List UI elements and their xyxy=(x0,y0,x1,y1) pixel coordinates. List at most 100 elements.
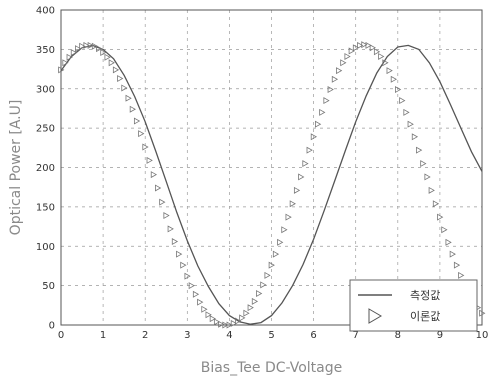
theory-point-marker xyxy=(327,86,334,94)
theory-point-marker xyxy=(315,120,322,128)
theory-point-marker xyxy=(146,156,153,164)
theory-point-marker xyxy=(437,213,444,221)
theory-point-marker xyxy=(298,173,305,181)
theory-point-marker xyxy=(449,250,456,258)
theory-point-marker xyxy=(121,84,128,92)
theory-point-marker xyxy=(129,105,136,113)
theory-point-marker xyxy=(133,117,141,125)
theory-point-marker xyxy=(155,184,162,192)
y-axis-label: Optical Power [A.U] xyxy=(8,100,24,236)
theory-point-marker xyxy=(62,59,69,67)
theory-point-marker xyxy=(112,66,120,74)
theory-point-marker xyxy=(369,44,376,52)
y-tick-label: 0 xyxy=(49,321,55,332)
theory-point-marker xyxy=(399,97,406,105)
theory-point-marker xyxy=(142,143,149,151)
theory-point-marker xyxy=(222,321,229,329)
theory-point-marker xyxy=(230,319,238,327)
plot-frame xyxy=(60,9,483,326)
x-tick-label: 5 xyxy=(268,330,274,341)
theory-point-marker xyxy=(403,108,410,116)
y-tick-label: 200 xyxy=(36,163,55,174)
x-tick-label: 4 xyxy=(226,330,232,341)
theory-point-marker xyxy=(213,318,221,326)
legend-label-measured: 측정값 xyxy=(410,289,440,302)
theory-point-marker xyxy=(159,198,166,206)
y-tick-label: 250 xyxy=(36,124,55,135)
theory-point-marker xyxy=(348,47,355,55)
theory-point-marker xyxy=(218,320,225,328)
theory-point-marker xyxy=(192,290,200,298)
x-tick-label: 0 xyxy=(58,330,64,341)
theory-point-marker xyxy=(340,59,347,67)
theory-point-marker xyxy=(264,271,271,279)
legend-label-theory: 이론값 xyxy=(410,310,440,323)
theory-point-marker xyxy=(331,75,339,83)
theory-point-marker xyxy=(306,146,313,154)
theory-point-marker xyxy=(361,41,368,49)
grid xyxy=(61,10,482,325)
theory-point-marker xyxy=(171,238,179,246)
theory-point-marker xyxy=(352,44,360,52)
theory-point-marker xyxy=(66,53,73,61)
theory-point-marker xyxy=(344,52,351,60)
theory-point-marker xyxy=(416,146,423,154)
theory-point-marker xyxy=(239,314,246,322)
theory-point-marker xyxy=(441,226,448,234)
theory-point-marker xyxy=(184,272,191,280)
y-tick-label: 150 xyxy=(36,202,55,213)
theory-point-marker xyxy=(268,261,275,269)
measured-series-line xyxy=(60,44,483,325)
theory-point-marker xyxy=(424,173,431,181)
theory-point-marker xyxy=(302,160,309,168)
theory-point-marker xyxy=(293,186,301,194)
theory-point-marker xyxy=(167,225,174,233)
theory-point-marker xyxy=(104,53,111,61)
theory-point-marker xyxy=(138,130,145,138)
theory-point-marker xyxy=(197,298,204,306)
theory-point-marker xyxy=(277,238,284,246)
theory-point-marker xyxy=(428,186,435,194)
theory-point-marker xyxy=(247,304,254,312)
theory-point-marker xyxy=(395,86,402,94)
series-group xyxy=(58,41,486,329)
theory-point-marker xyxy=(407,120,414,128)
y-tick-label: 300 xyxy=(36,84,55,95)
theory-point-marker xyxy=(58,66,65,74)
theory-point-marker xyxy=(319,108,326,116)
theory-point-marker xyxy=(479,309,486,317)
theory-point-marker xyxy=(272,250,280,258)
y-tick-label: 50 xyxy=(42,281,55,292)
theory-point-marker xyxy=(382,59,389,67)
theory-point-marker xyxy=(180,261,187,269)
theory-point-marker xyxy=(256,290,263,297)
theory-point-marker xyxy=(420,160,427,168)
theory-point-marker xyxy=(87,41,94,49)
theory-point-marker xyxy=(285,213,292,221)
legend: 측정값 이론값 xyxy=(349,279,478,332)
theory-point-marker xyxy=(357,41,364,49)
legend-box xyxy=(349,279,478,332)
theory-point-marker xyxy=(209,315,216,323)
x-tick-label: 2 xyxy=(142,330,148,341)
theory-point-marker xyxy=(373,48,381,56)
y-tick-label: 100 xyxy=(36,242,55,253)
theory-point-marker xyxy=(108,59,115,67)
theory-point-marker xyxy=(176,250,183,258)
theory-point-marker xyxy=(336,67,343,75)
theory-point-marker xyxy=(251,297,259,305)
theory-point-marker xyxy=(411,133,419,141)
theory-point-marker xyxy=(365,41,372,49)
theory-point-marker xyxy=(70,49,78,57)
x-tick-label: 10 xyxy=(476,330,489,341)
theory-point-marker xyxy=(117,75,124,82)
theory-point-marker xyxy=(75,45,82,53)
x-axis-label: Bias_Tee DC-Voltage xyxy=(201,360,343,376)
x-tick-label: 1 xyxy=(100,330,106,341)
theory-point-marker xyxy=(281,226,288,234)
y-tick-label: 400 xyxy=(36,6,55,17)
legend-theory-triangle-icon xyxy=(368,308,382,324)
theory-point-marker xyxy=(100,49,107,57)
x-tick-label: 6 xyxy=(310,330,316,341)
